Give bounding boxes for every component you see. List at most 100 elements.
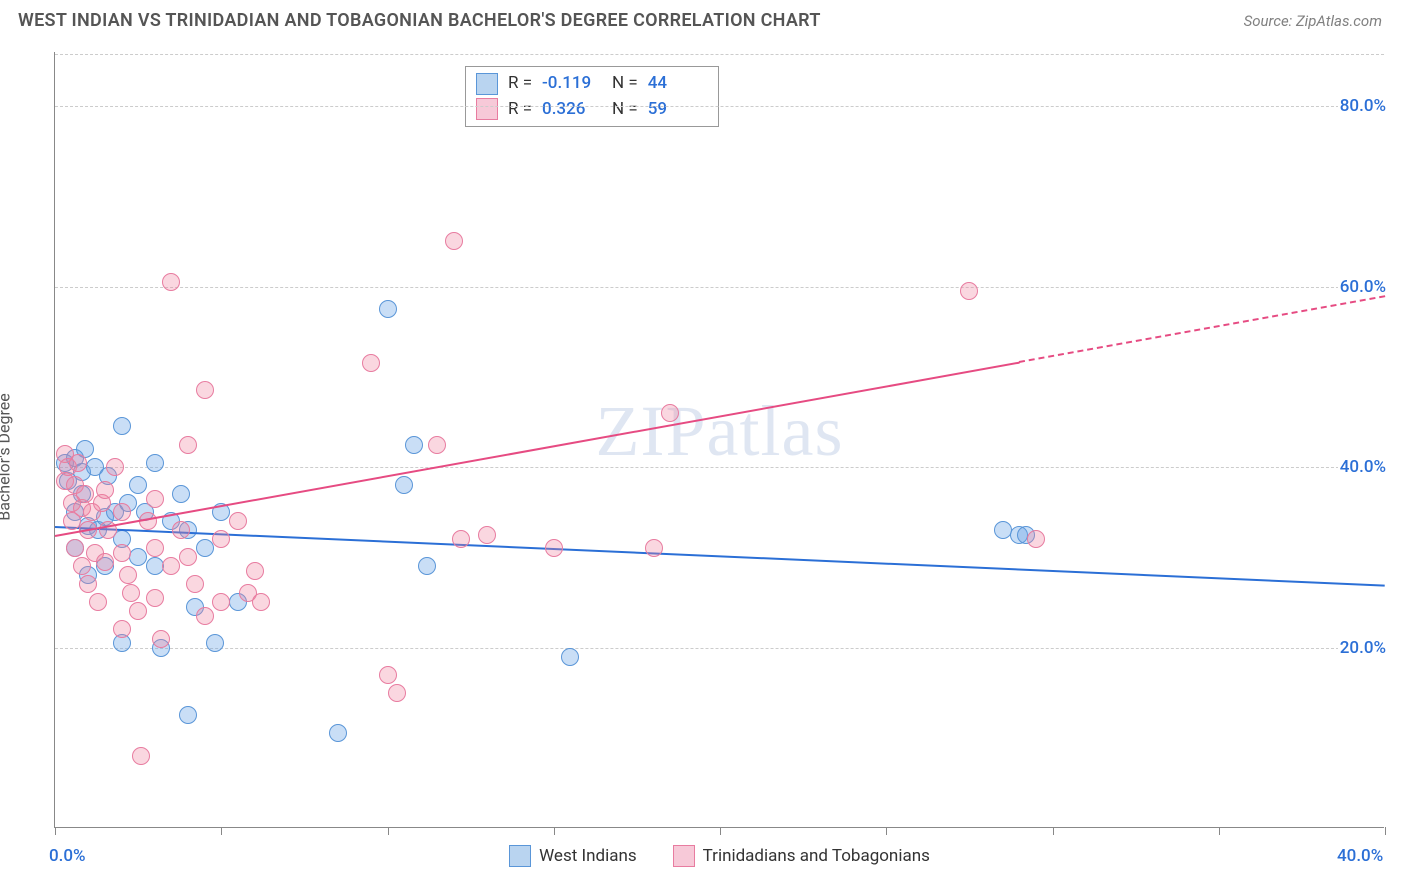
data-point	[113, 503, 131, 521]
trend-line-dashed	[1019, 296, 1385, 364]
x-tick	[720, 827, 721, 835]
data-point	[179, 548, 197, 566]
data-point	[246, 562, 264, 580]
data-point	[162, 273, 180, 291]
data-point	[146, 490, 164, 508]
legend-swatch	[476, 73, 498, 95]
x-tick-label: 40.0%	[1337, 846, 1383, 866]
data-point	[186, 575, 204, 593]
data-point	[146, 454, 164, 472]
x-tick	[1053, 827, 1054, 835]
stat-r-value: 0.326	[542, 97, 602, 123]
legend-label: Trinidadians and Tobagonians	[703, 846, 930, 866]
data-point	[362, 354, 380, 372]
gridline-h	[55, 467, 1384, 468]
x-tick	[554, 827, 555, 835]
legend-label: West Indians	[539, 846, 637, 866]
data-point	[66, 539, 84, 557]
data-point	[146, 539, 164, 557]
source-label: Source: ZipAtlas.com	[1244, 12, 1382, 30]
data-point	[379, 666, 397, 684]
data-point	[452, 530, 470, 548]
data-point	[388, 684, 406, 702]
y-tick-label: 80.0%	[1338, 96, 1388, 116]
stat-legend: R =-0.119N =44R =0.326N =59	[465, 66, 719, 127]
stat-legend-row: R =-0.119N =44	[476, 71, 708, 97]
y-axis-title: Bachelor's Degree	[0, 393, 14, 521]
data-point	[661, 404, 679, 422]
series-legend: West Indians Trinidadians and Tobagonians	[55, 845, 1384, 867]
data-point	[994, 521, 1012, 539]
data-point	[96, 481, 114, 499]
data-point	[196, 381, 214, 399]
stat-r-value: -0.119	[542, 71, 602, 97]
stat-r-label: R =	[508, 71, 532, 97]
data-point	[106, 458, 124, 476]
data-point	[179, 436, 197, 454]
data-point	[162, 557, 180, 575]
data-point	[545, 539, 563, 557]
data-point	[252, 593, 270, 611]
data-point	[196, 539, 214, 557]
stat-n-label: N =	[612, 97, 638, 123]
data-point	[76, 485, 94, 503]
plot-area: ZIPatlas R =-0.119N =44R =0.326N =59 Wes…	[54, 52, 1384, 828]
data-point	[428, 436, 446, 454]
stat-n-label: N =	[612, 71, 638, 97]
data-point	[1027, 530, 1045, 548]
data-point	[445, 232, 463, 250]
legend-swatch	[673, 845, 695, 867]
stat-n-value: 59	[648, 97, 708, 123]
legend-swatch	[476, 98, 498, 120]
chart-container: Bachelor's Degree ZIPatlas R =-0.119N =4…	[18, 42, 1388, 872]
data-point	[132, 747, 150, 765]
data-point	[418, 557, 436, 575]
data-point	[395, 476, 413, 494]
data-point	[172, 521, 190, 539]
stat-legend-row: R =0.326N =59	[476, 97, 708, 123]
gridline-h	[55, 287, 1384, 288]
legend-item: Trinidadians and Tobagonians	[673, 845, 930, 867]
data-point	[129, 602, 147, 620]
gridline-h	[55, 106, 1384, 107]
data-point	[89, 593, 107, 611]
data-point	[129, 548, 147, 566]
data-point	[79, 575, 97, 593]
data-point	[113, 620, 131, 638]
legend-item: West Indians	[509, 845, 637, 867]
data-point	[196, 607, 214, 625]
chart-title: WEST INDIAN VS TRINIDADIAN AND TOBAGONIA…	[18, 10, 821, 31]
data-point	[229, 512, 247, 530]
x-tick	[1385, 827, 1386, 835]
data-point	[179, 706, 197, 724]
data-point	[146, 589, 164, 607]
data-point	[478, 526, 496, 544]
data-point	[329, 724, 347, 742]
y-tick-label: 60.0%	[1338, 277, 1388, 297]
data-point	[129, 476, 147, 494]
data-point	[146, 557, 164, 575]
data-point	[212, 593, 230, 611]
data-point	[119, 566, 137, 584]
x-tick-label: 0.0%	[49, 846, 86, 866]
y-tick-label: 40.0%	[1338, 457, 1388, 477]
y-tick-label: 20.0%	[1338, 638, 1388, 658]
gridline-h	[55, 54, 1384, 55]
data-point	[379, 300, 397, 318]
data-point	[405, 436, 423, 454]
data-point	[960, 282, 978, 300]
x-tick	[388, 827, 389, 835]
x-tick	[1219, 827, 1220, 835]
data-point	[73, 557, 91, 575]
x-tick	[886, 827, 887, 835]
gridline-h	[55, 648, 1384, 649]
data-point	[152, 630, 170, 648]
data-point	[113, 544, 131, 562]
data-point	[122, 584, 140, 602]
x-tick	[221, 827, 222, 835]
data-point	[561, 648, 579, 666]
data-point	[96, 553, 114, 571]
data-point	[206, 634, 224, 652]
x-tick	[55, 827, 56, 835]
legend-swatch	[509, 845, 531, 867]
